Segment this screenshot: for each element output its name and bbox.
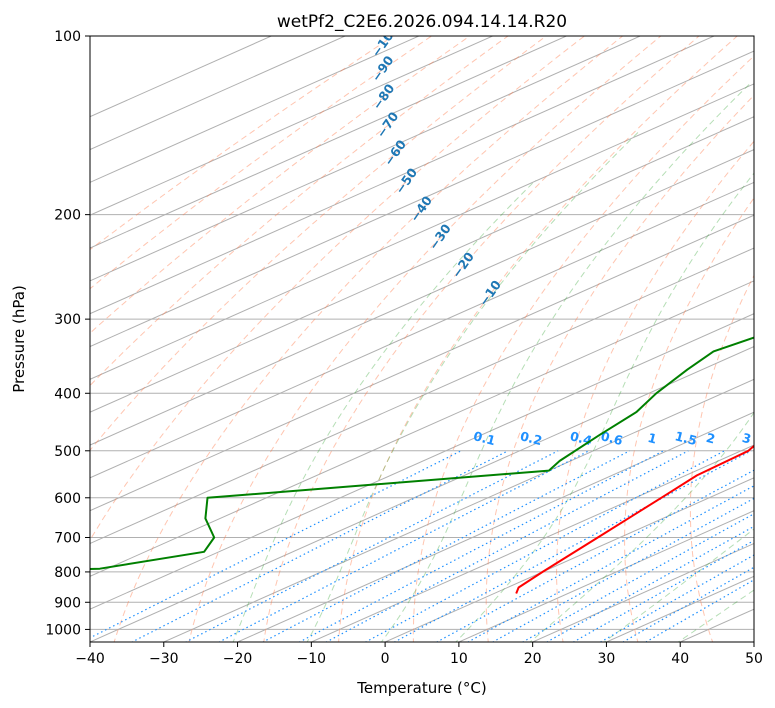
isotherm-grid — [90, 36, 754, 642]
dry-adiabat — [113, 36, 624, 642]
isotherm-line — [90, 36, 494, 216]
mixing-ratio-lines — [90, 450, 754, 642]
moist-adiabat — [380, 82, 751, 642]
x-tick-label: −20 — [223, 651, 253, 667]
isotherm-line — [90, 214, 754, 512]
dry-adiabat — [689, 274, 754, 642]
isotherm-line — [90, 50, 754, 348]
y-axis: 100 200 300 400 500 600 700 800 900 1000 — [45, 29, 90, 638]
guide-line-labels: −100−90−80−70−60−50−40−30−20−100.1 0.2 0.4… — [368, 36, 753, 448]
y-tick-label: 500 — [54, 444, 81, 460]
y-axis-label: Pressure (hPa) — [10, 285, 28, 393]
moist-adiabats — [232, 82, 754, 642]
isobar-grid — [90, 36, 754, 630]
mixing-ratio-line — [364, 450, 725, 642]
dry-adiabats — [90, 36, 754, 642]
mixing-ratio-line — [325, 450, 689, 642]
isotherm-line — [457, 510, 754, 642]
x-tick-label: 30 — [598, 651, 616, 667]
isotherm-line — [90, 280, 754, 577]
dry-adiabat — [263, 36, 700, 642]
isotherm-line — [90, 36, 347, 151]
mixing-ratio-label: 0.2 — [519, 428, 544, 448]
mixing-ratio-label: 2 — [705, 430, 717, 447]
mixing-ratio-line — [466, 485, 754, 642]
x-tick-label: 50 — [745, 651, 763, 667]
dry-adiabat — [90, 36, 471, 334]
y-tick-label: 700 — [54, 531, 81, 547]
chart-title: wetPf2_C2E6.2026.094.14.14.R20 — [277, 12, 567, 32]
moist-adiabat — [677, 589, 754, 642]
dry-adiabat — [338, 36, 739, 642]
y-tick-label: 400 — [54, 386, 81, 402]
isotherm-line — [90, 181, 754, 479]
dry-adiabat — [90, 36, 586, 542]
mixing-ratio-line — [298, 450, 664, 642]
x-tick-label: −40 — [75, 651, 105, 667]
y-tick-label: 600 — [54, 491, 81, 507]
isotherm-line — [310, 444, 754, 642]
y-tick-label: 1000 — [45, 622, 81, 638]
x-tick-label: −30 — [149, 651, 179, 667]
x-tick-label: 40 — [671, 651, 689, 667]
mixing-ratio-label: 1.5 — [673, 428, 698, 448]
mixing-ratio-line — [435, 469, 754, 642]
mixing-ratio-line — [393, 450, 752, 642]
isotherm-line — [90, 116, 754, 413]
mixing-ratio-label: 0.1 — [472, 428, 497, 448]
moist-adiabat — [306, 131, 640, 642]
dry-adiabat — [90, 36, 509, 387]
x-axis: −40 −30 −20 −10 0 10 20 30 40 50 — [75, 642, 763, 667]
isotherm-line — [90, 36, 642, 282]
dewpoint-profile — [90, 336, 754, 570]
moist-adiabat — [603, 528, 754, 642]
dry-adiabat — [90, 36, 433, 290]
isotherm-line — [90, 247, 754, 545]
x-axis-label: Temperature (°C) — [356, 679, 486, 697]
dry-adiabat — [624, 197, 754, 642]
y-tick-label: 300 — [54, 312, 81, 328]
x-tick-label: 20 — [524, 651, 542, 667]
moist-adiabat — [529, 411, 754, 642]
moist-adiabat — [232, 179, 536, 642]
x-tick-label: −10 — [297, 651, 327, 667]
mixing-ratio-line — [217, 450, 590, 642]
isotherm-line — [90, 36, 568, 249]
isotherm-line — [162, 378, 754, 642]
temperature-profile — [515, 444, 754, 594]
x-tick-label: 0 — [381, 651, 390, 667]
isotherm-line — [90, 36, 421, 183]
mixing-ratio-line — [130, 450, 509, 642]
mixing-ratio-line — [184, 450, 559, 642]
isotherm-line — [90, 313, 754, 610]
dry-adiabat — [556, 140, 754, 642]
isotherm-line — [383, 477, 754, 642]
dry-adiabat — [188, 36, 662, 642]
x-tick-label: 10 — [450, 651, 468, 667]
isotherm-line — [90, 36, 716, 315]
y-tick-label: 900 — [54, 595, 81, 611]
y-tick-label: 200 — [54, 208, 81, 224]
mixing-ratio-label: 1 — [646, 430, 658, 447]
plot-frame — [89, 35, 755, 643]
isotherm-line — [90, 345, 754, 642]
y-tick-label: 100 — [54, 29, 81, 45]
sounding-profiles — [90, 336, 754, 594]
mixing-ratio-line — [521, 513, 754, 642]
isotherm-line — [236, 411, 754, 642]
mixing-ratio-label: 0.6 — [599, 428, 624, 448]
dry-adiabat — [412, 55, 754, 642]
y-tick-label: 800 — [54, 565, 81, 581]
mixing-ratio-label: 3 — [741, 430, 753, 447]
isotherm-line — [90, 148, 754, 446]
isotherm-line — [90, 83, 754, 380]
